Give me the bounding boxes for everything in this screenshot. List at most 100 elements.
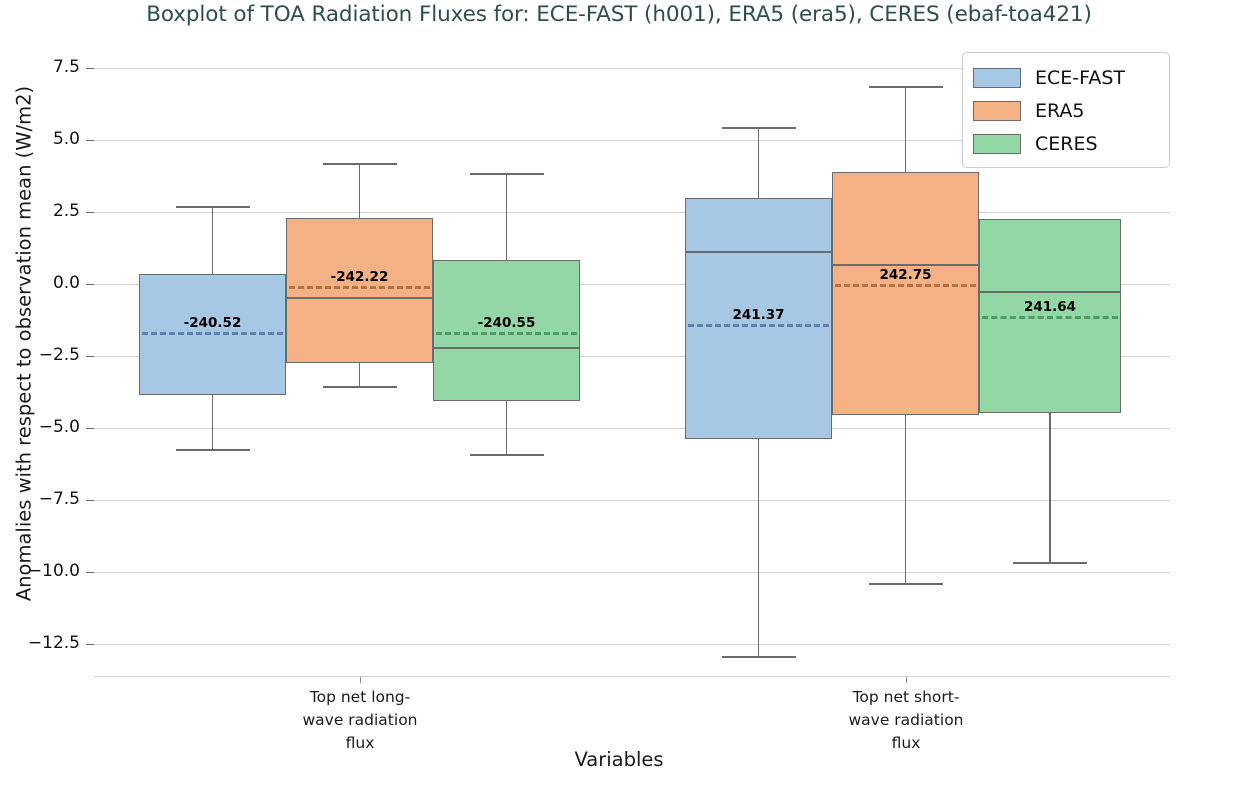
- x-tick-label: Top net long-wave radiation flux: [260, 686, 460, 755]
- legend-item-ceres[interactable]: CERES: [973, 127, 1159, 160]
- y-tick-mark: [86, 68, 94, 70]
- whisker-cap-upper: [868, 85, 943, 88]
- chart-title: Boxplot of TOA Radiation Fluxes for: ECE…: [146, 2, 1092, 27]
- legend-label: CERES: [1035, 132, 1098, 155]
- x-tick-mark: [360, 676, 361, 683]
- boxplot-box[interactable]: 242.75: [94, 48, 1170, 676]
- x-tick-line: wave radiation: [302, 711, 418, 729]
- box-rect[interactable]: [286, 217, 433, 364]
- gridline: [94, 643, 1170, 645]
- legend-swatch-icon: [973, 67, 1021, 88]
- whisker-cap-upper: [175, 206, 250, 209]
- gridline: [94, 427, 1170, 429]
- y-tick-label: 0.0: [52, 273, 80, 294]
- y-tick-mark: [86, 140, 94, 142]
- whisker-cap-lower: [175, 449, 250, 452]
- median-line: [832, 263, 979, 266]
- whisker-lower: [505, 400, 508, 454]
- whisker-lower: [358, 363, 361, 387]
- mean-line: [289, 285, 430, 289]
- x-tick-line: flux: [891, 734, 921, 752]
- mean-line: [835, 284, 976, 288]
- median-line: [433, 347, 580, 349]
- boxplot-box[interactable]: 241.37: [94, 48, 1170, 676]
- x-tick-label: Top net short-wave radiation flux: [806, 686, 1006, 755]
- x-tick-line: Top net short-: [852, 688, 960, 706]
- whisker-upper: [757, 127, 760, 198]
- y-tick-mark: [86, 427, 94, 429]
- legend[interactable]: ECE-FAST ERA5 CERES: [962, 52, 1170, 168]
- x-tick-line: wave radiation: [848, 711, 964, 729]
- legend-label: ECE-FAST: [1035, 66, 1125, 89]
- gridline: [94, 68, 1170, 70]
- boxplot-box[interactable]: -240.55: [94, 48, 1170, 676]
- whisker-cap-upper: [469, 173, 544, 176]
- whisker-cap-lower: [1013, 561, 1087, 564]
- y-tick-label: −2.5: [38, 344, 80, 365]
- gridline: [94, 140, 1170, 142]
- whisker-upper: [211, 206, 214, 274]
- median-line: [979, 291, 1121, 293]
- y-tick-label: −7.5: [38, 488, 80, 509]
- y-tick-label: −12.5: [27, 632, 80, 653]
- x-axis-label: Variables: [574, 748, 664, 771]
- y-tick-mark: [86, 212, 94, 214]
- whisker-cap-lower: [469, 453, 544, 456]
- whisker-cap-lower: [868, 583, 943, 586]
- y-tick-mark: [86, 571, 94, 573]
- gridline: [94, 284, 1170, 286]
- box-rect[interactable]: [832, 171, 979, 415]
- x-tick-line: Top net long-: [309, 688, 411, 706]
- box-value-label: -240.52: [183, 314, 242, 331]
- box-value-label: 241.37: [732, 307, 785, 324]
- whisker-cap-upper: [721, 127, 796, 130]
- y-tick-label: 7.5: [52, 57, 80, 78]
- whisker-lower: [757, 439, 760, 657]
- box-value-label: -242.22: [330, 268, 389, 285]
- legend-item-ece-fast[interactable]: ECE-FAST: [973, 61, 1159, 94]
- box-value-label: 242.75: [879, 267, 932, 284]
- whisker-upper: [904, 85, 907, 172]
- y-tick-mark: [86, 355, 94, 357]
- mean-line: [436, 331, 577, 335]
- gridline: [94, 355, 1170, 357]
- whisker-lower: [904, 414, 907, 584]
- whisker-lower: [1049, 413, 1051, 562]
- mean-line: [688, 324, 829, 328]
- gridline: [94, 571, 1170, 573]
- y-tick-label: −10.0: [27, 560, 80, 581]
- median-line: [685, 251, 832, 253]
- boxplot-box[interactable]: -240.52: [94, 48, 1170, 676]
- legend-label: ERA5: [1035, 99, 1085, 122]
- y-tick-mark: [86, 284, 94, 286]
- y-tick-mark: [86, 643, 94, 645]
- x-tick-line: flux: [345, 734, 375, 752]
- y-tick-mark: [86, 499, 94, 501]
- whisker-lower: [211, 394, 214, 450]
- box-value-label: 241.64: [1023, 298, 1077, 315]
- box-value-label: -240.55: [477, 314, 536, 331]
- whisker-upper: [358, 163, 361, 218]
- box-rect[interactable]: [685, 197, 832, 440]
- y-tick-label: −5.0: [38, 416, 80, 437]
- legend-item-era5[interactable]: ERA5: [973, 94, 1159, 127]
- whisker-cap-lower: [721, 656, 796, 659]
- gridline: [94, 499, 1170, 501]
- mean-line: [982, 315, 1118, 319]
- whisker-cap-upper: [322, 163, 397, 166]
- legend-swatch-icon: [973, 100, 1021, 121]
- x-axis-spine: [94, 676, 1170, 677]
- mean-line: [142, 331, 283, 335]
- box-rect[interactable]: [433, 259, 580, 401]
- boxplot-box[interactable]: 241.64: [94, 48, 1170, 676]
- boxplot-box[interactable]: -242.22: [94, 48, 1170, 676]
- x-tick-mark: [906, 676, 907, 683]
- whisker-cap-lower: [322, 386, 397, 389]
- whisker-upper: [505, 173, 508, 260]
- y-tick-label: 2.5: [52, 201, 80, 222]
- gridline: [94, 212, 1170, 214]
- y-tick-label: 5.0: [52, 129, 80, 150]
- median-line: [286, 297, 433, 299]
- legend-swatch-icon: [973, 133, 1021, 154]
